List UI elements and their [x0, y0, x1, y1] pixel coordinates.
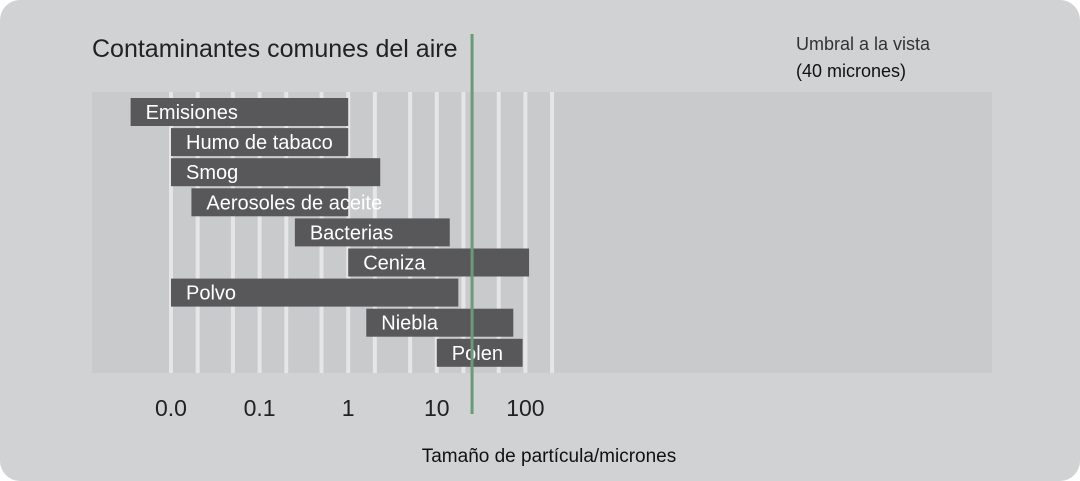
x-tick-label-3: 10 — [424, 395, 450, 421]
bar-polen — [436, 338, 523, 367]
bar-aerosoles-de-aceite — [191, 188, 349, 217]
bar-smog — [171, 158, 381, 187]
x-tick-label-1: 0.1 — [244, 395, 276, 421]
x-axis-label: Tamaño de partícula/micrones — [422, 446, 677, 467]
bar-bacterias — [294, 218, 450, 247]
bar-niebla — [366, 308, 514, 337]
bar-label-emisiones: Emisiones — [146, 102, 238, 124]
x-tick-labels: 0.0 0.1 1 10 100 — [155, 395, 545, 421]
bar-label-humo-de-tabaco: Humo de tabaco — [186, 132, 333, 154]
chart-title: Contaminantes comunes del aire — [92, 35, 457, 63]
bar-label-polvo: Polvo — [186, 283, 236, 305]
bar-label-bacterias: Bacterias — [310, 222, 393, 244]
x-tick-label-4: 100 — [506, 395, 544, 421]
bar-emisiones — [130, 98, 349, 126]
bar-polvo — [171, 278, 459, 307]
x-tick-label-0: 0.0 — [155, 395, 187, 421]
threshold-label-line2: (40 micrones) — [796, 61, 906, 81]
bar-humo-de-tabaco — [171, 128, 349, 157]
bar-label-polen: Polen — [452, 343, 503, 365]
threshold-label-line1: Umbral a la vista — [796, 34, 931, 54]
bar-label-niebla: Niebla — [381, 313, 439, 335]
bar-label-smog: Smog — [186, 162, 238, 184]
bar-label-aerosoles-de-aceite: Aerosoles de aceite — [206, 192, 382, 214]
x-tick-label-2: 1 — [342, 395, 355, 421]
bar-ceniza — [348, 248, 530, 277]
bars-group: Emisiones Humo de tabaco Smog Aerosoles de … — [130, 98, 530, 367]
bar-label-ceniza: Ceniza — [363, 253, 426, 275]
